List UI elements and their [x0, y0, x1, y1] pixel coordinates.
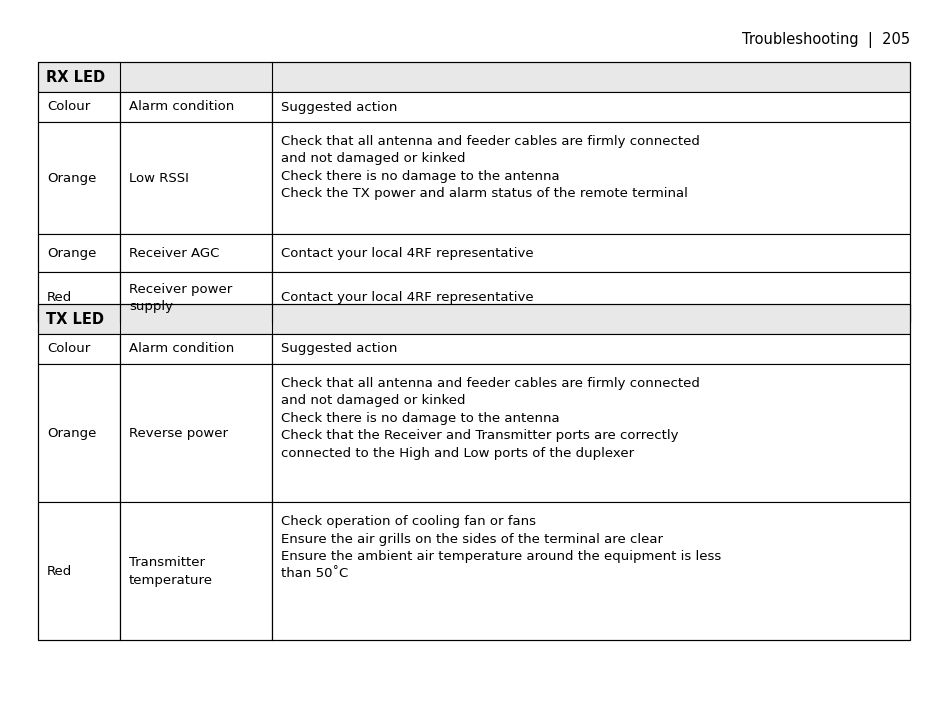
Text: Transmitter: Transmitter [129, 557, 205, 570]
Text: Alarm condition: Alarm condition [129, 101, 235, 114]
Bar [38, 304, 910, 640]
Text: Receiver AGC: Receiver AGC [129, 248, 219, 260]
Bar [38, 272, 120, 322]
Bar [272, 502, 910, 640]
Bar [38, 122, 120, 234]
Text: than 50˚C: than 50˚C [281, 568, 348, 581]
Text: supply: supply [129, 300, 173, 313]
Text: Check there is no damage to the antenna: Check there is no damage to the antenna [281, 412, 560, 425]
Bar [120, 502, 272, 640]
Text: Contact your local 4RF representative: Contact your local 4RF representative [281, 248, 534, 260]
Bar [120, 272, 272, 322]
Bar [38, 62, 910, 322]
Text: Red: Red [47, 291, 72, 304]
Bar [272, 272, 910, 322]
Bar [272, 334, 910, 364]
Bar [38, 502, 120, 640]
Text: Check that all antenna and feeder cables are firmly connected: Check that all antenna and feeder cables… [281, 377, 700, 390]
Text: Ensure the ambient air temperature around the equipment is less: Ensure the ambient air temperature aroun… [281, 550, 721, 563]
Bar [120, 92, 272, 122]
Bar [38, 62, 910, 92]
Text: temperature: temperature [129, 574, 213, 587]
Bar [120, 364, 272, 502]
Text: RX LED: RX LED [46, 70, 105, 85]
Bar [120, 234, 272, 272]
Bar [272, 234, 910, 272]
Text: Low RSSI: Low RSSI [129, 172, 189, 185]
Bar [272, 122, 910, 234]
Text: Suggested action: Suggested action [281, 342, 397, 355]
Bar [120, 334, 272, 364]
Text: Contact your local 4RF representative: Contact your local 4RF representative [281, 291, 534, 304]
Text: Receiver power: Receiver power [129, 282, 233, 295]
Text: Check that the Receiver and Transmitter ports are correctly: Check that the Receiver and Transmitter … [281, 429, 678, 442]
Bar [120, 122, 272, 234]
Text: Colour: Colour [47, 342, 90, 355]
Bar [38, 304, 910, 334]
Text: Alarm condition: Alarm condition [129, 342, 235, 355]
Text: Ensure the air grills on the sides of the terminal are clear: Ensure the air grills on the sides of th… [281, 532, 663, 545]
Text: Check that all antenna and feeder cables are firmly connected: Check that all antenna and feeder cables… [281, 135, 700, 148]
Text: Suggested action: Suggested action [281, 101, 397, 114]
Text: connected to the High and Low ports of the duplexer: connected to the High and Low ports of t… [281, 447, 634, 460]
Bar [38, 92, 120, 122]
Text: Troubleshooting  |  205: Troubleshooting | 205 [742, 32, 910, 48]
Text: Check operation of cooling fan or fans: Check operation of cooling fan or fans [281, 515, 536, 528]
Text: Reverse power: Reverse power [129, 427, 228, 440]
Bar [38, 364, 120, 502]
Text: TX LED: TX LED [46, 311, 104, 327]
Text: Colour: Colour [47, 101, 90, 114]
Bar [272, 92, 910, 122]
Text: Orange: Orange [47, 172, 96, 185]
Bar [38, 334, 120, 364]
Text: and not damaged or kinked: and not damaged or kinked [281, 153, 465, 166]
Bar [272, 364, 910, 502]
Text: Red: Red [47, 565, 72, 578]
Text: Check the TX power and alarm status of the remote terminal: Check the TX power and alarm status of t… [281, 188, 688, 201]
Text: Orange: Orange [47, 248, 96, 260]
Bar [38, 234, 120, 272]
Text: Check there is no damage to the antenna: Check there is no damage to the antenna [281, 170, 560, 183]
Text: and not damaged or kinked: and not damaged or kinked [281, 395, 465, 408]
Text: Orange: Orange [47, 427, 96, 440]
